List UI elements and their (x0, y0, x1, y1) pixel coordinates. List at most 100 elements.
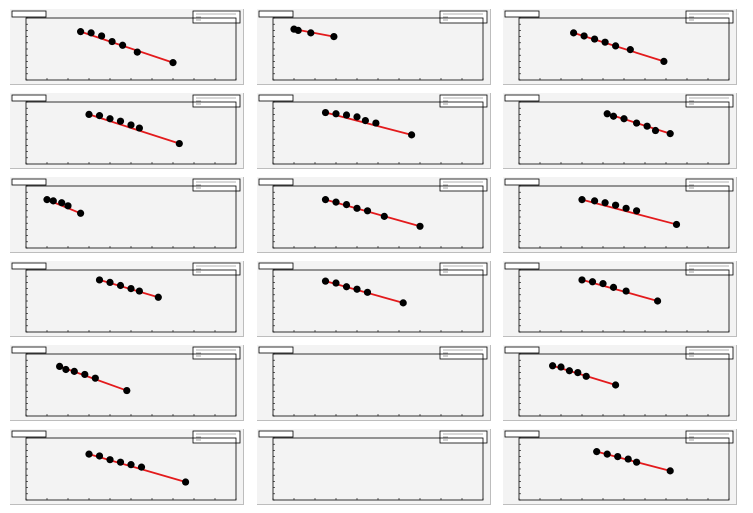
data-point (633, 207, 641, 215)
data-point (70, 367, 78, 375)
plot-svg (11, 10, 241, 81)
data-point (106, 456, 114, 464)
fit-line (325, 198, 421, 228)
data-point (119, 41, 127, 49)
plot-svg (504, 262, 734, 333)
data-point (56, 362, 64, 370)
plot-svg (11, 430, 241, 501)
plot-svg (504, 430, 734, 501)
plot-frame (272, 17, 484, 81)
data-point (363, 288, 372, 296)
data-point (380, 212, 388, 220)
data-point (182, 478, 190, 486)
plot-frame (272, 185, 484, 249)
title-box (504, 10, 540, 18)
plot-pad (10, 93, 244, 169)
data-point (342, 111, 351, 119)
data-point (135, 287, 143, 295)
data-point (399, 299, 407, 307)
data-point (123, 386, 131, 395)
title-box (504, 262, 540, 270)
data-point (294, 26, 302, 34)
data-point (137, 463, 146, 471)
data-point (612, 201, 620, 209)
data-point (116, 117, 125, 125)
data-point (582, 372, 590, 380)
data-point (127, 121, 135, 129)
title-box (11, 346, 47, 354)
data-point (108, 37, 116, 46)
data-point (591, 35, 599, 43)
data-point (85, 110, 93, 118)
title-box (258, 430, 294, 438)
data-point (651, 126, 660, 135)
data-point (353, 204, 361, 212)
data-point (660, 57, 668, 65)
data-point (372, 119, 380, 127)
plot-pad (503, 9, 737, 85)
title-box (258, 346, 294, 354)
plot-svg (11, 178, 241, 249)
data-point (77, 28, 85, 36)
plot-pad (257, 9, 491, 85)
data-point (574, 369, 582, 377)
data-point (321, 277, 330, 285)
data-point (85, 450, 93, 458)
data-point (353, 285, 361, 293)
data-point (620, 115, 628, 123)
data-point (49, 197, 57, 205)
plot-pad (257, 177, 491, 253)
title-box (11, 178, 47, 186)
plot-pad (10, 429, 244, 505)
data-point (133, 48, 141, 56)
plot-pad (10, 177, 244, 253)
plot-frame (25, 269, 237, 333)
fit-line (88, 113, 180, 145)
data-point (106, 278, 114, 286)
plot-svg (11, 346, 241, 417)
plot-frame (25, 437, 237, 501)
fit-line (581, 198, 677, 226)
data-point (95, 276, 104, 284)
data-point (565, 367, 573, 375)
plot-svg (11, 262, 241, 333)
data-point (95, 452, 104, 460)
data-point (672, 220, 681, 229)
data-point (307, 29, 315, 37)
data-point (353, 113, 361, 121)
data-point (603, 110, 611, 118)
data-point (593, 448, 601, 456)
data-point (77, 209, 85, 217)
data-point (95, 112, 104, 120)
data-point (330, 33, 338, 41)
plot-pad (257, 429, 491, 505)
plot-frame (272, 353, 484, 417)
plot-svg (504, 10, 734, 81)
plot-frame (272, 437, 484, 501)
title-box (258, 178, 294, 186)
plot-svg (11, 94, 241, 165)
plot-frame (272, 269, 484, 333)
title-box (11, 262, 47, 270)
data-point (622, 204, 630, 212)
data-point (342, 201, 351, 209)
data-point (116, 281, 125, 290)
data-point (87, 29, 95, 37)
plot-svg (504, 94, 734, 165)
title-box (504, 178, 540, 186)
title-box (258, 262, 294, 270)
data-point (612, 42, 620, 50)
data-point (603, 450, 611, 458)
data-point (578, 196, 586, 204)
plot-pad (503, 93, 737, 169)
data-point (321, 108, 330, 117)
data-point (624, 455, 632, 463)
data-point (154, 293, 162, 301)
plot-svg (258, 262, 488, 333)
data-point (91, 374, 99, 382)
data-point (408, 131, 416, 139)
data-point (578, 276, 586, 284)
data-point (643, 122, 651, 130)
data-point (332, 198, 340, 206)
